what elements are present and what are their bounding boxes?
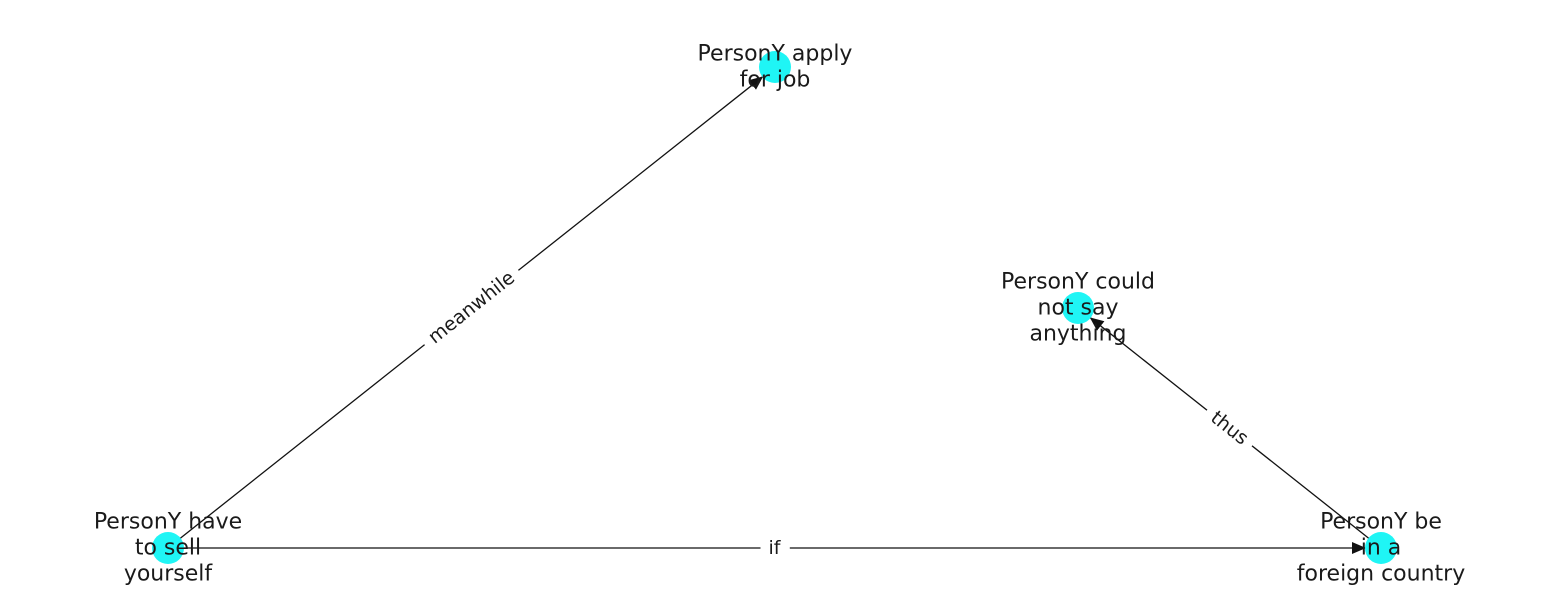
edge-label-group: if (760, 535, 790, 561)
node-label-line: PersonY could (1001, 270, 1155, 295)
edge-label-group: meanwhile (416, 260, 527, 355)
node-circle-n4 (1365, 532, 1397, 564)
node-label-line: anything (1029, 322, 1126, 347)
node-label-line: foreign country (1297, 562, 1465, 587)
edge-label: if (769, 537, 782, 559)
edge-label-bg (416, 260, 527, 355)
node-label-line: PersonY be (1320, 510, 1442, 535)
edges-layer: meanwhile if thus (167, 76, 1382, 561)
node-label-n4: PersonY be in a foreign country (1297, 510, 1465, 587)
node-label-line: in a (1361, 536, 1402, 561)
node-label-line: PersonY apply (698, 42, 853, 67)
node-circle-n1 (759, 51, 791, 83)
node-label-n2: PersonY could not say anything (1001, 270, 1155, 347)
node-label-line: not say (1038, 296, 1119, 321)
edge-label-group: thus (1198, 399, 1261, 457)
edge-n3-n1: meanwhile (167, 76, 764, 549)
edge-label-bg (760, 535, 790, 561)
node-circle-n2 (1062, 292, 1094, 324)
edge-n3-n4: if (168, 535, 1366, 561)
labels-layer: PersonY apply for job PersonY could not say… (94, 42, 1465, 587)
edge-label-bg (1198, 399, 1261, 457)
node-label-line: for job (740, 68, 811, 93)
node-label-line: yourself (124, 562, 214, 587)
edge-label: meanwhile (424, 267, 519, 349)
nodes-layer (152, 51, 1397, 564)
node-label-line: PersonY have (94, 510, 242, 535)
node-label-n1: PersonY apply for job (698, 42, 853, 93)
node-circle-n3 (152, 532, 184, 564)
node-label-line: to sell (135, 536, 201, 561)
node-label-n3: PersonY have to sell yourself (94, 510, 242, 587)
